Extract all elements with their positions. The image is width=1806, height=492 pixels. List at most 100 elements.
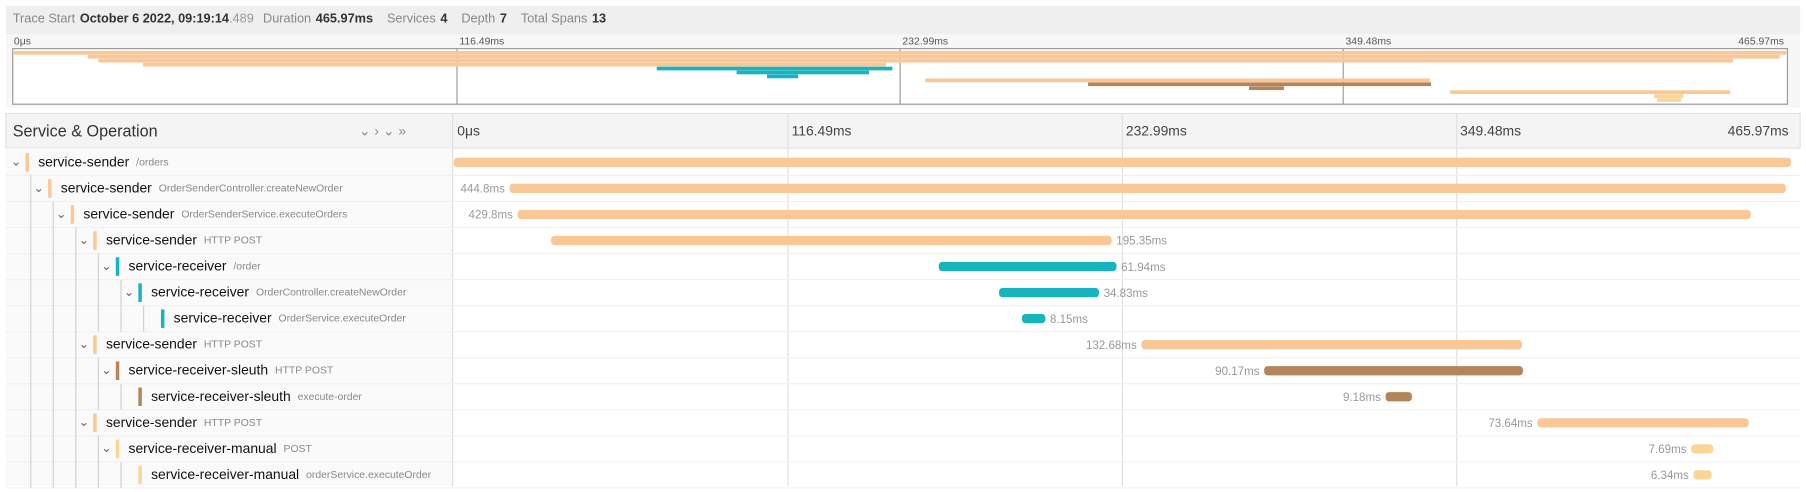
span-label: service-sender HTTP POST xyxy=(106,414,263,430)
toggle: ⌄ xyxy=(101,258,112,273)
summary-item: 13 xyxy=(592,11,606,26)
operation-name: OrderService.executeOrder xyxy=(279,313,407,324)
summary-item: Trace Start xyxy=(13,11,76,26)
operation-name: HTTP POST xyxy=(204,339,263,350)
toggle: ⌄ xyxy=(11,154,22,169)
service-color xyxy=(93,231,97,250)
service-color xyxy=(70,205,75,224)
span-label: service-receiver-manual orderService.exec… xyxy=(151,466,431,482)
tree-header: Service & Operation xyxy=(13,122,158,140)
service-color xyxy=(138,283,142,302)
duration-label: 73.64ms xyxy=(1488,418,1533,430)
toggle: ⌄ xyxy=(56,206,67,221)
operation-name: OrderSenderService.executeOrders xyxy=(181,209,347,220)
span-bar xyxy=(1693,470,1712,480)
toggle: ⌄ xyxy=(101,440,112,455)
toggle: ⌄ xyxy=(79,232,90,247)
summary-item: 4 xyxy=(440,11,447,26)
span-label: service-receiver-sleuth execute-order xyxy=(151,387,362,403)
service-color xyxy=(160,309,165,328)
toggle: ⌄ xyxy=(101,362,112,377)
summary-item: .489 xyxy=(229,11,254,26)
service-color xyxy=(115,439,120,459)
service-name: service-receiver-manual xyxy=(151,466,299,482)
toggle: ⌄ xyxy=(33,180,44,195)
minimap-tick-label: 465.97ms xyxy=(1738,36,1784,47)
span-bar xyxy=(1537,418,1749,428)
summary-item: 465.97ms xyxy=(316,11,373,26)
tree-panel xyxy=(5,148,453,487)
trace-summary: Trace Start October 6 2022, 09:19:14.489 D… xyxy=(13,11,606,26)
duration-label: 429.8ms xyxy=(469,210,514,222)
duration-label: 8.15ms xyxy=(1050,314,1088,326)
duration-label: 61.94ms xyxy=(1121,262,1166,274)
span-bar xyxy=(938,261,1117,272)
service-name: service-sender xyxy=(106,335,197,351)
service-name: service-sender xyxy=(83,205,174,221)
operation-name: OrderSenderController.createNewOrder xyxy=(159,183,343,194)
span-bar xyxy=(1691,444,1714,454)
duration-label: 34.83ms xyxy=(1104,288,1149,300)
timeline-tick-label: 349.48ms xyxy=(1460,123,1521,139)
span-bar xyxy=(453,157,1791,167)
service-color xyxy=(48,179,52,198)
minimap-bar xyxy=(98,58,1734,63)
minimap-bar xyxy=(87,54,1780,59)
service-color xyxy=(138,465,142,485)
span-bar xyxy=(1021,314,1046,324)
duration-label: 9.18ms xyxy=(1343,392,1381,404)
service-color xyxy=(115,361,120,380)
duration-label: 132.68ms xyxy=(1086,340,1137,352)
service-color xyxy=(138,387,142,407)
summary-item: Duration xyxy=(263,11,311,26)
span-bar xyxy=(999,287,1099,298)
span-label: service-sender HTTP POST xyxy=(106,335,263,351)
operation-name: HTTP POST xyxy=(275,365,334,376)
operation-name: execute-order xyxy=(298,392,363,403)
operation-name: HTTP POST xyxy=(204,418,263,429)
summary-item: Services xyxy=(387,11,436,26)
operation-name: /orders xyxy=(136,157,168,168)
minimap-bar xyxy=(1248,86,1284,91)
service-name: service-receiver-sleuth xyxy=(151,387,291,403)
minimap-bar xyxy=(1088,82,1432,87)
span-label: service-receiver-sleuth HTTP POST xyxy=(129,361,334,377)
minimap-bar xyxy=(1654,94,1684,98)
toggle: ⌄ xyxy=(124,284,135,299)
duration-label: 90.17ms xyxy=(1215,366,1260,378)
minimap-tick-label: 116.49ms xyxy=(459,36,504,47)
duration-label: 6.34ms xyxy=(1651,470,1689,482)
minimap-tick-label: 232.99ms xyxy=(902,36,948,47)
minimap-bar xyxy=(656,66,893,71)
service-name: service-sender xyxy=(61,179,152,195)
operation-name: orderService.executeOrder xyxy=(306,470,431,481)
service-color xyxy=(93,335,97,354)
service-name: service-sender xyxy=(38,153,129,169)
service-color xyxy=(93,413,97,433)
operation-name: POST xyxy=(284,444,313,455)
span-label: service-receiver-manual POST xyxy=(129,440,313,456)
timeline-tick-label: 465.97ms xyxy=(1728,123,1789,139)
span-bar xyxy=(509,183,1786,194)
operation-name: OrderController.createNewOrder xyxy=(256,287,407,298)
duration-label: 195.35ms xyxy=(1116,236,1167,248)
span-label: service-sender HTTP POST xyxy=(106,231,263,247)
service-name: service-receiver xyxy=(151,283,249,299)
span-bar xyxy=(1141,340,1523,350)
summary-item: Depth xyxy=(461,11,495,26)
minimap-bar xyxy=(925,78,1430,83)
expand-icons[interactable]: ⌄ › ⌄ » xyxy=(359,123,406,139)
service-name: service-sender xyxy=(106,414,197,430)
summary-item: October 6 2022, 09:19:14 xyxy=(80,11,229,26)
service-color xyxy=(115,257,120,276)
span-label: service-receiver OrderController.createNe… xyxy=(151,283,407,299)
minimap-bar xyxy=(142,62,886,67)
minimap-tick-label: 0μs xyxy=(14,36,31,47)
minimap-bar xyxy=(1450,90,1731,95)
toggle: ⌄ xyxy=(79,336,90,351)
timeline-tick-label: 232.99ms xyxy=(1126,123,1187,139)
timeline-tick-label: 116.49ms xyxy=(792,123,852,139)
span-bar xyxy=(551,235,1112,246)
minimap-bar xyxy=(767,74,799,79)
